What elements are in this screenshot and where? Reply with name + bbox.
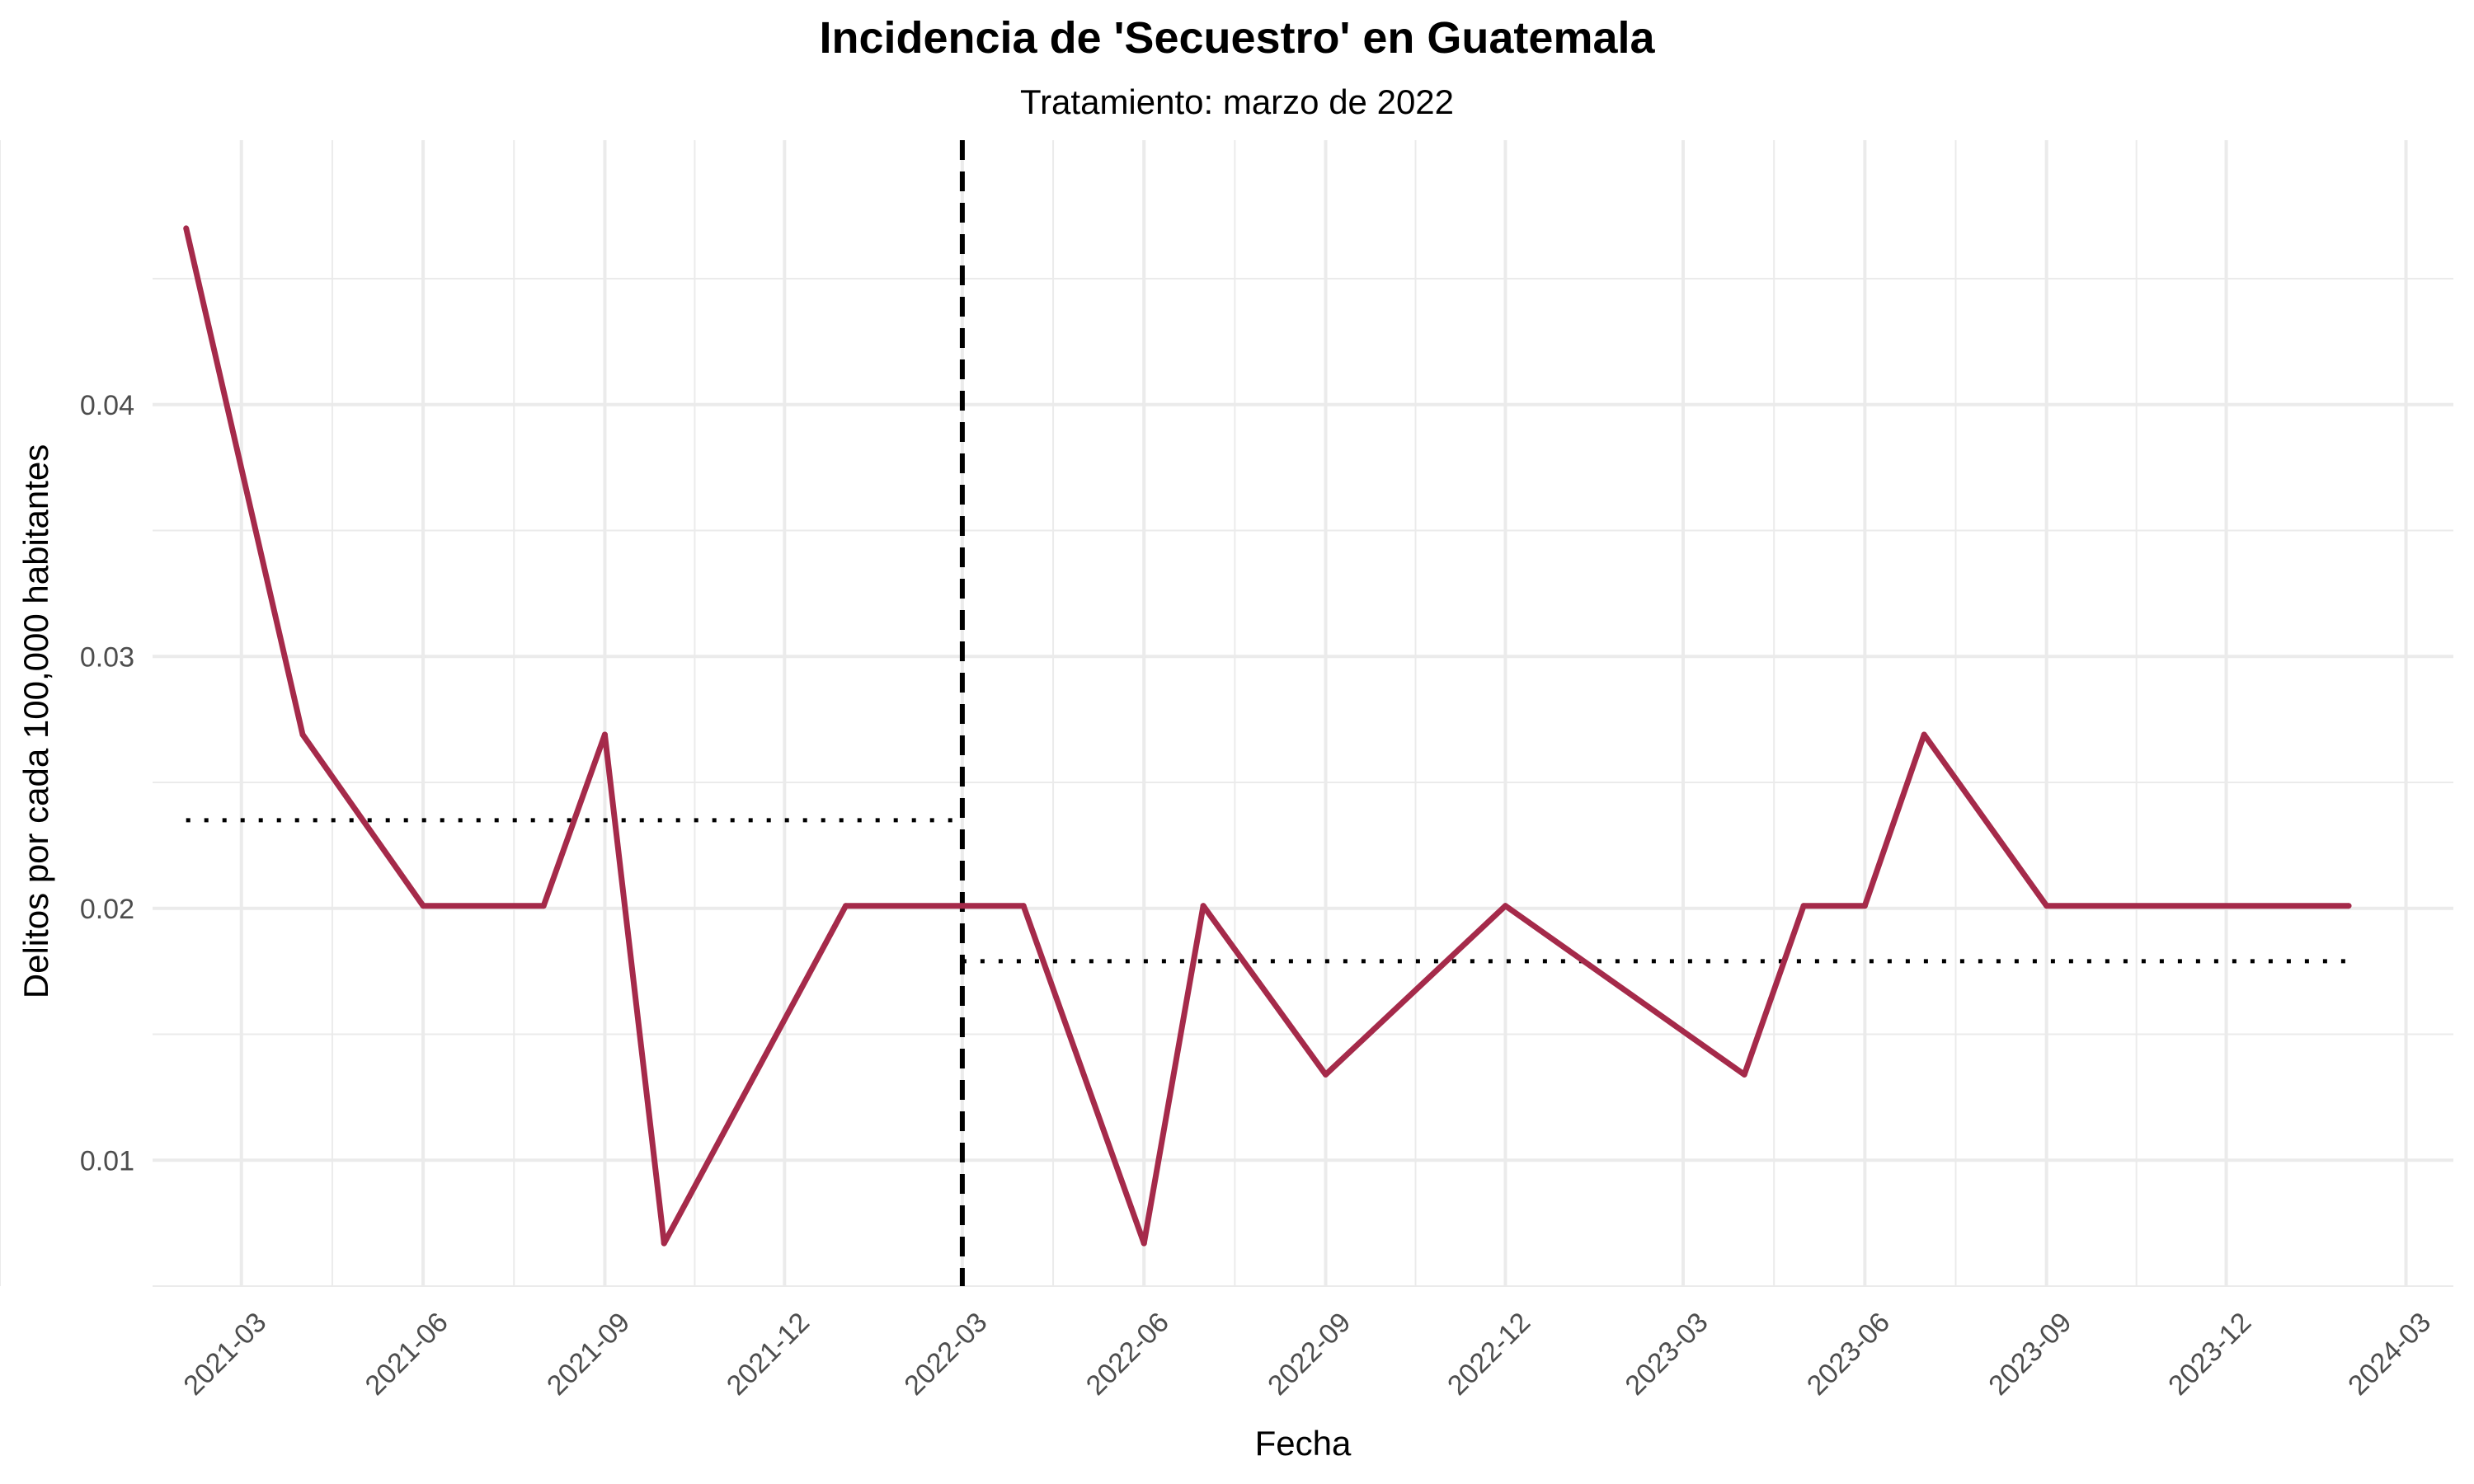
data-point [2044,903,2050,909]
data-point [420,903,426,909]
y-tick-label: 0.03 [80,641,134,673]
y-axis-title: Delitos por cada 100,000 habitantes [16,444,55,998]
y-tick-label: 0.01 [80,1145,134,1176]
y-tick-labels: 0.01 0.02 0.03 0.04 [80,390,134,1176]
data-point [299,731,306,738]
chart-title: Incidencia de 'Secuestro' en Guatemala [819,13,1655,63]
data-point [540,903,547,909]
data-point [1323,1071,1329,1078]
data-point [183,225,190,232]
series-layer [183,225,2352,1247]
data-point [1800,903,1807,909]
chart-subtitle: Tratamiento: marzo de 2022 [1020,82,1454,121]
data-point [1020,903,1027,909]
data-point [843,903,849,909]
x-axis-title: Fecha [1255,1424,1352,1463]
data-point [1741,1071,1747,1078]
data-point [1502,903,1508,909]
series-line [183,228,2349,1247]
data-point [1141,1240,1147,1247]
data-point [661,1240,667,1247]
grid [0,140,2453,1287]
data-point [1921,731,1927,738]
reference-lines [186,140,2349,1286]
data-point [2345,903,2352,909]
y-tick-label: 0.04 [80,390,134,421]
data-point [1861,903,1868,909]
data-point [601,731,608,738]
y-tick-label: 0.02 [80,894,134,925]
data-point [1200,903,1206,909]
